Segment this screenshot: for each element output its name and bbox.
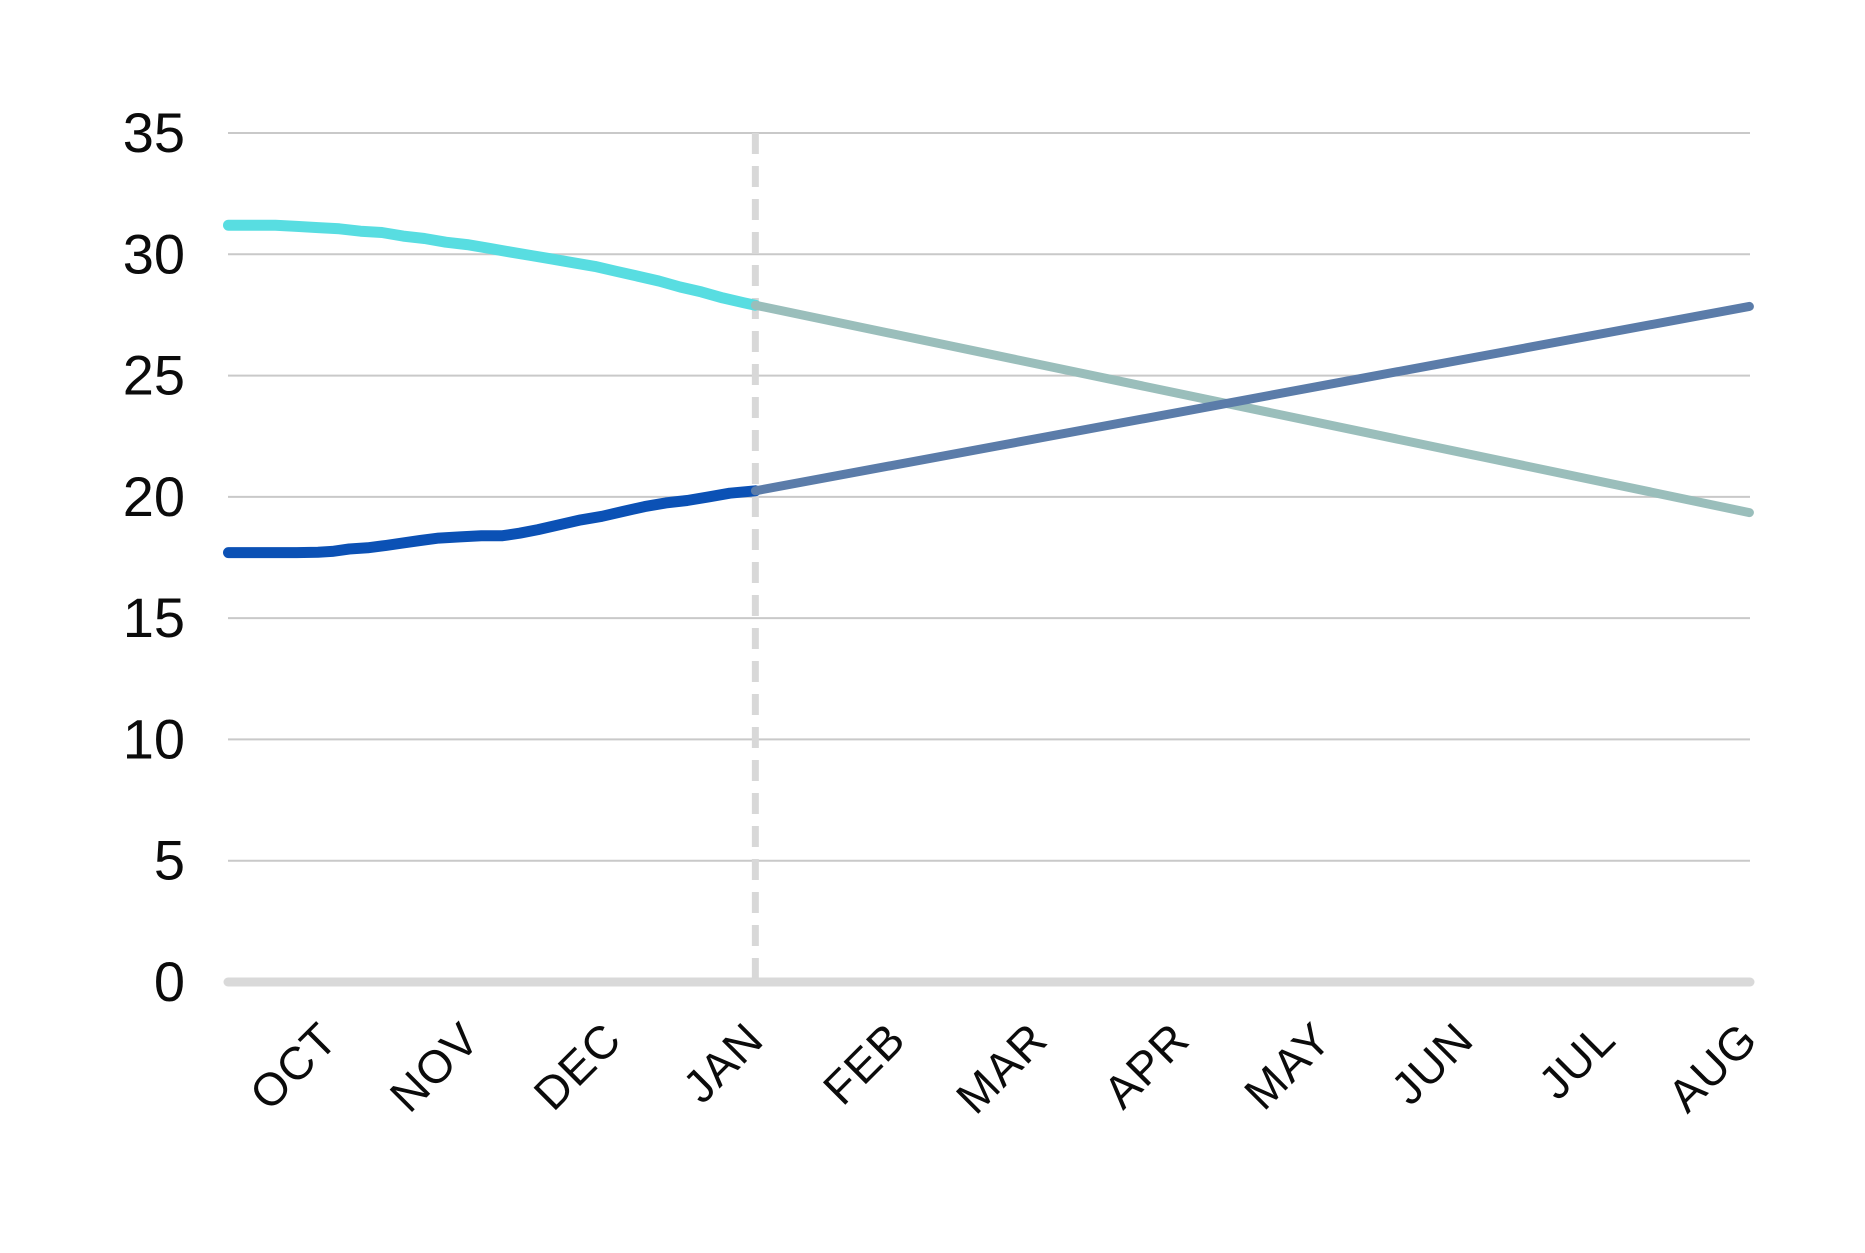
series-upper-actual: [223, 219, 761, 311]
x-axis-month-label: OCT: [240, 1012, 348, 1120]
series-upper-forecast: [750, 300, 1754, 518]
y-axis-tick-label: 20: [123, 465, 185, 528]
y-axis-tick-label: 0: [154, 950, 185, 1013]
y-axis-tick-label: 35: [123, 101, 185, 164]
x-axis-month-label: APR: [1093, 1012, 1199, 1118]
x-axis-month-label: JAN: [673, 1012, 773, 1112]
y-axis-tick-label: 25: [123, 344, 185, 407]
y-axis-tick-label: 10: [123, 707, 185, 770]
series-lower-forecast: [750, 301, 1754, 496]
y-axis-tick-label: 5: [154, 829, 185, 892]
x-axis-month-label: JUN: [1381, 1012, 1483, 1114]
x-axis-month-label: FEB: [813, 1012, 915, 1114]
series-lower-actual: [223, 485, 761, 559]
x-axis-month-label: NOV: [380, 1012, 489, 1121]
x-axis-month-label: AUG: [1658, 1012, 1767, 1121]
x-axis-month-label: MAR: [946, 1012, 1057, 1123]
x-axis-month-label: JUL: [1528, 1012, 1625, 1109]
y-axis-tick-label: 30: [123, 222, 185, 285]
x-axis-month-label: MAY: [1234, 1012, 1341, 1119]
x-axis-month-label: DEC: [524, 1012, 632, 1120]
y-axis-tick-label: 15: [123, 586, 185, 649]
